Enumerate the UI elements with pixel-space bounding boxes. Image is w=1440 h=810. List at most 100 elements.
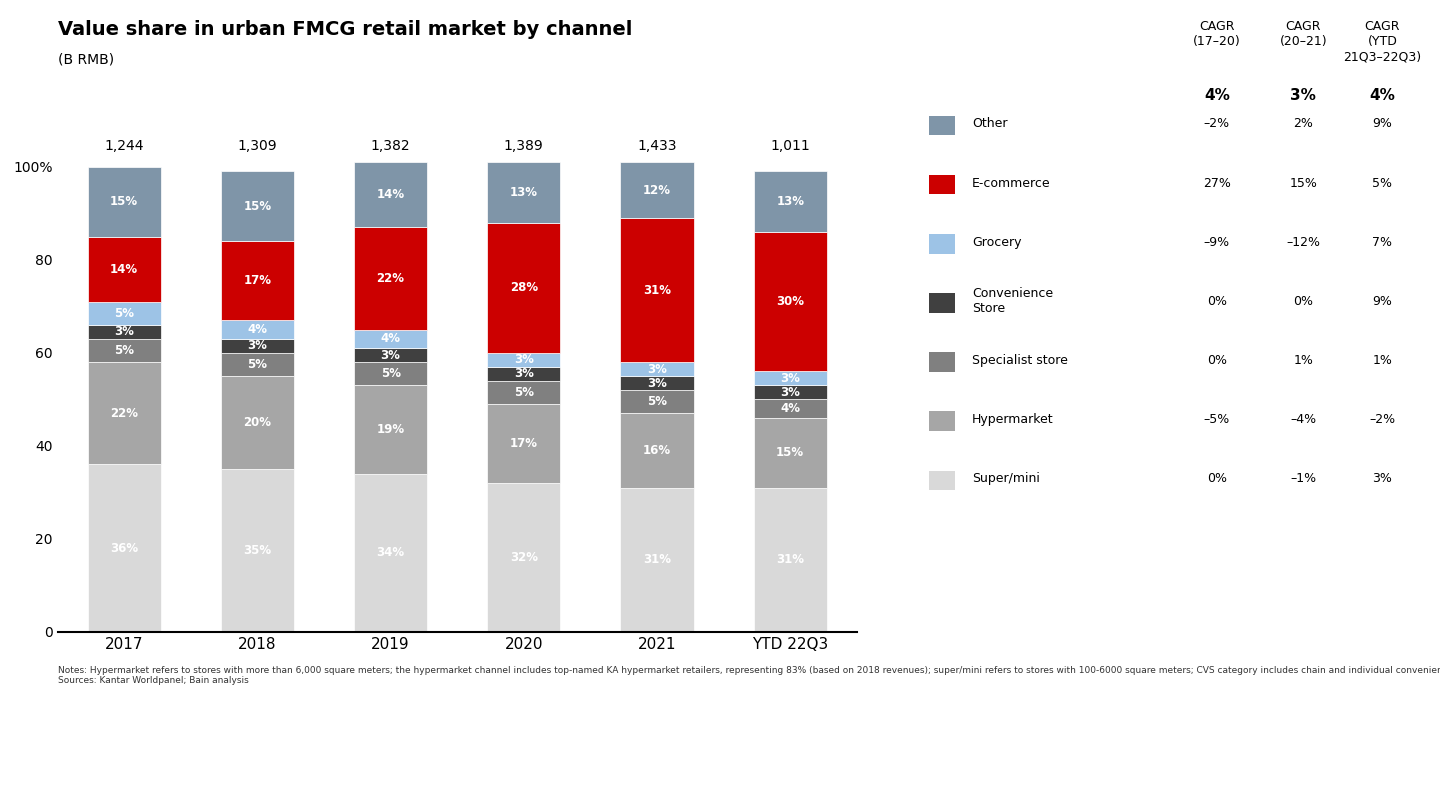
Text: –4%: –4% — [1290, 413, 1316, 426]
Text: 15%: 15% — [1289, 177, 1318, 190]
Text: 1,011: 1,011 — [770, 139, 811, 153]
Text: 5%: 5% — [248, 358, 268, 371]
Bar — [487, 367, 560, 381]
Text: –1%: –1% — [1290, 472, 1316, 485]
Bar — [621, 488, 694, 632]
Text: 20%: 20% — [243, 416, 271, 429]
Text: 1,309: 1,309 — [238, 139, 278, 153]
Text: 16%: 16% — [642, 444, 671, 457]
Text: 30%: 30% — [776, 295, 804, 308]
Bar — [753, 488, 827, 632]
Text: 5%: 5% — [114, 307, 134, 320]
Bar — [220, 320, 294, 339]
Text: 35%: 35% — [243, 544, 272, 557]
Text: 7%: 7% — [1372, 236, 1392, 249]
Text: 4%: 4% — [1369, 88, 1395, 103]
Text: 34%: 34% — [376, 546, 405, 559]
Text: 31%: 31% — [644, 553, 671, 566]
Bar — [88, 362, 161, 464]
Bar — [621, 362, 694, 376]
Bar — [354, 348, 428, 362]
Text: 22%: 22% — [111, 407, 138, 420]
Bar — [354, 162, 428, 228]
Text: 3%: 3% — [514, 353, 534, 366]
Text: 28%: 28% — [510, 281, 539, 294]
Text: 9%: 9% — [1372, 117, 1392, 130]
Bar — [220, 376, 294, 469]
Text: E-commerce: E-commerce — [972, 177, 1051, 190]
Text: Notes: Hypermarket refers to stores with more than 6,000 square meters; the hype: Notes: Hypermarket refers to stores with… — [58, 666, 1440, 685]
Text: 5%: 5% — [380, 367, 400, 380]
Text: Other: Other — [972, 117, 1008, 130]
Text: 0%: 0% — [1207, 295, 1227, 308]
Bar — [753, 372, 827, 386]
Text: 3%: 3% — [1372, 472, 1392, 485]
Bar — [354, 474, 428, 632]
Bar — [753, 418, 827, 488]
Bar — [487, 381, 560, 404]
Text: 1,433: 1,433 — [638, 139, 677, 153]
Bar — [753, 399, 827, 418]
Bar — [88, 237, 161, 301]
Bar — [354, 362, 428, 386]
Text: 17%: 17% — [243, 275, 271, 288]
Text: 13%: 13% — [510, 185, 537, 199]
Text: 3%: 3% — [114, 326, 134, 339]
Text: 3%: 3% — [380, 348, 400, 361]
Text: 3%: 3% — [647, 363, 667, 376]
Bar — [487, 353, 560, 367]
Bar — [88, 167, 161, 237]
Text: 1,389: 1,389 — [504, 139, 544, 153]
Bar — [621, 376, 694, 390]
Text: 0%: 0% — [1293, 295, 1313, 308]
Text: 17%: 17% — [510, 437, 537, 450]
Text: Specialist store: Specialist store — [972, 354, 1068, 367]
Text: –2%: –2% — [1204, 117, 1230, 130]
Bar — [753, 172, 827, 232]
Bar — [88, 325, 161, 339]
Text: 4%: 4% — [380, 332, 400, 345]
Text: Hypermarket: Hypermarket — [972, 413, 1054, 426]
Text: 1,382: 1,382 — [370, 139, 410, 153]
Text: 14%: 14% — [376, 188, 405, 201]
Text: 3%: 3% — [1290, 88, 1316, 103]
Text: 1%: 1% — [1372, 354, 1392, 367]
Bar — [487, 223, 560, 353]
Text: 4%: 4% — [1204, 88, 1230, 103]
Text: 3%: 3% — [248, 339, 268, 352]
Bar — [88, 301, 161, 325]
Text: 5%: 5% — [514, 386, 534, 399]
Text: 1%: 1% — [1293, 354, 1313, 367]
Text: 3%: 3% — [514, 367, 534, 380]
Text: 1,244: 1,244 — [105, 139, 144, 153]
Text: 3%: 3% — [780, 372, 801, 385]
Text: CAGR
(17–20): CAGR (17–20) — [1192, 20, 1241, 49]
Bar — [88, 339, 161, 362]
Text: 14%: 14% — [109, 262, 138, 275]
Bar — [621, 162, 694, 218]
Text: 32%: 32% — [510, 551, 537, 564]
Text: 15%: 15% — [109, 195, 138, 208]
Bar — [354, 228, 428, 330]
Text: 31%: 31% — [776, 553, 804, 566]
Bar — [220, 469, 294, 632]
Text: 27%: 27% — [1202, 177, 1231, 190]
Text: 13%: 13% — [776, 195, 804, 208]
Text: 5%: 5% — [647, 395, 667, 408]
Text: 22%: 22% — [377, 272, 405, 285]
Text: –12%: –12% — [1286, 236, 1320, 249]
Bar — [220, 172, 294, 241]
Text: 2%: 2% — [1293, 117, 1313, 130]
Text: 36%: 36% — [109, 542, 138, 555]
Text: 3%: 3% — [647, 377, 667, 390]
Bar — [753, 232, 827, 372]
Text: 5%: 5% — [1372, 177, 1392, 190]
Text: 12%: 12% — [644, 184, 671, 197]
Text: (B RMB): (B RMB) — [58, 53, 114, 66]
Text: 31%: 31% — [644, 284, 671, 296]
Bar — [753, 386, 827, 399]
Bar — [621, 218, 694, 362]
Bar — [220, 339, 294, 353]
Bar — [487, 404, 560, 483]
Bar — [220, 353, 294, 376]
